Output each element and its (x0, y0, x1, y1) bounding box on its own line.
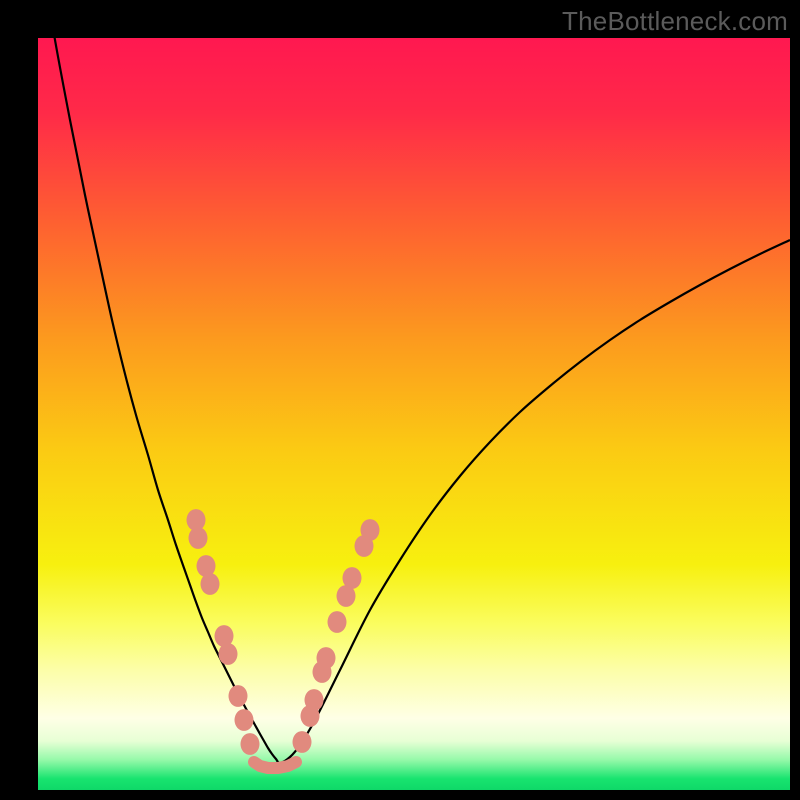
frame-right (790, 0, 800, 800)
bead (361, 519, 380, 541)
gradient-background (38, 38, 790, 790)
frame-bottom (0, 790, 800, 800)
bead (317, 647, 336, 669)
bead (189, 527, 208, 549)
bead (219, 643, 238, 665)
frame-left (0, 0, 38, 800)
watermark-text: TheBottleneck.com (562, 6, 788, 37)
bead (241, 733, 260, 755)
chart-svg (0, 0, 800, 800)
bead (201, 573, 220, 595)
bead (343, 567, 362, 589)
bead (328, 611, 347, 633)
bead (305, 689, 324, 711)
bead (229, 685, 248, 707)
bead (293, 731, 312, 753)
bead (235, 709, 254, 731)
valley-flat-segment (254, 762, 296, 768)
